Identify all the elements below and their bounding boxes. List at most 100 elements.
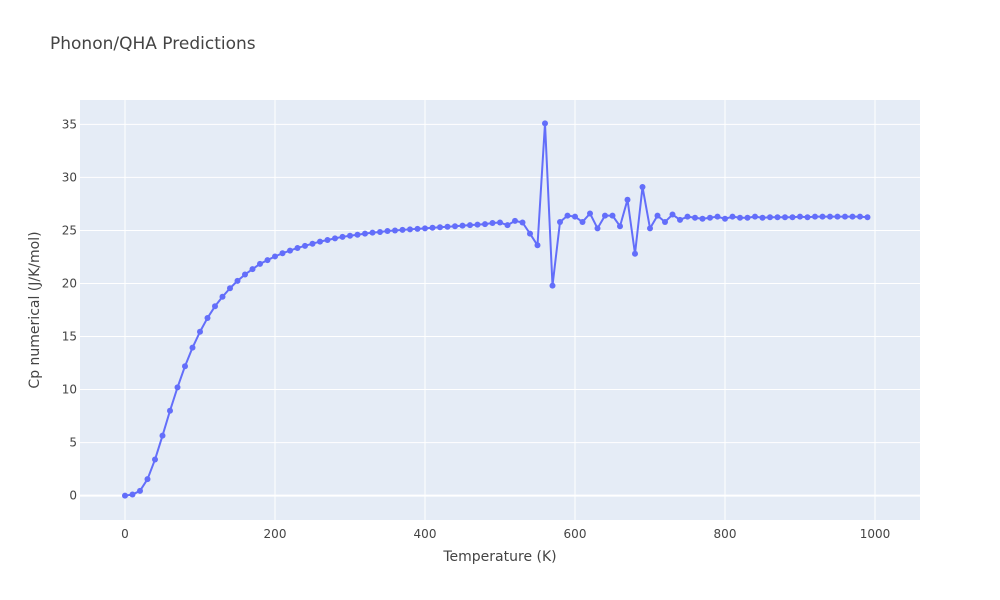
data-point[interactable] [497, 219, 503, 226]
data-point[interactable] [197, 328, 203, 335]
data-point[interactable] [272, 253, 278, 260]
data-point[interactable] [294, 244, 301, 251]
data-point[interactable] [302, 242, 308, 249]
data-point[interactable] [407, 226, 413, 233]
data-point[interactable] [257, 260, 263, 267]
data-point[interactable] [234, 277, 241, 284]
data-point[interactable] [774, 214, 781, 221]
data-point[interactable] [467, 222, 473, 229]
data-point[interactable] [354, 231, 361, 238]
data-point[interactable] [219, 293, 226, 300]
data-point[interactable] [587, 210, 593, 217]
data-point[interactable] [797, 213, 803, 220]
data-point[interactable] [549, 282, 556, 289]
data-point[interactable] [347, 232, 353, 239]
data-point[interactable] [444, 223, 451, 230]
data-point[interactable] [804, 214, 811, 221]
data-point[interactable] [369, 229, 376, 236]
data-point[interactable] [677, 216, 683, 223]
data-point[interactable] [249, 266, 256, 273]
data-point[interactable] [204, 314, 211, 321]
data-point[interactable] [699, 215, 706, 222]
data-point[interactable] [857, 213, 863, 220]
data-point[interactable] [159, 432, 166, 439]
data-point[interactable] [489, 220, 496, 227]
data-point[interactable] [174, 384, 181, 391]
data-point[interactable] [384, 227, 391, 234]
data-point[interactable] [834, 213, 841, 220]
data-point[interactable] [669, 211, 676, 218]
data-point[interactable] [662, 218, 668, 225]
data-point[interactable] [474, 221, 481, 228]
data-point[interactable] [504, 222, 511, 229]
data-point[interactable] [452, 223, 458, 230]
data-point[interactable] [789, 214, 796, 221]
data-point[interactable] [152, 456, 158, 463]
data-point[interactable] [654, 212, 661, 219]
data-point[interactable] [519, 219, 526, 226]
data-point[interactable] [729, 213, 736, 220]
data-point[interactable] [819, 213, 826, 220]
data-point[interactable] [692, 214, 698, 221]
data-point[interactable] [129, 491, 136, 498]
data-point[interactable] [639, 183, 646, 190]
data-point[interactable] [264, 257, 271, 264]
data-point[interactable] [437, 224, 443, 231]
data-point[interactable] [287, 247, 293, 254]
data-point[interactable] [317, 238, 323, 245]
data-point[interactable] [684, 213, 691, 220]
data-point[interactable] [167, 407, 173, 414]
data-point[interactable] [459, 222, 466, 229]
data-point[interactable] [812, 213, 818, 220]
data-point[interactable] [414, 225, 421, 232]
data-point[interactable] [534, 242, 541, 249]
data-point[interactable] [752, 213, 758, 220]
data-point[interactable] [842, 213, 848, 220]
data-point[interactable] [564, 212, 571, 219]
data-point[interactable] [827, 213, 833, 220]
data-point[interactable] [227, 285, 233, 292]
data-point[interactable] [512, 217, 518, 224]
data-point[interactable] [429, 224, 436, 231]
data-point[interactable] [722, 215, 728, 222]
data-point[interactable] [864, 214, 871, 221]
data-point[interactable] [624, 196, 631, 203]
data-point[interactable] [849, 213, 856, 220]
data-point[interactable] [579, 218, 586, 225]
data-point[interactable] [759, 214, 766, 221]
data-point[interactable] [422, 225, 428, 232]
data-point[interactable] [122, 492, 128, 499]
data-point[interactable] [602, 212, 608, 219]
data-point[interactable] [377, 229, 383, 236]
data-point[interactable] [542, 120, 548, 127]
data-point[interactable] [714, 213, 721, 220]
data-point[interactable] [594, 225, 601, 232]
data-point[interactable] [309, 240, 316, 247]
data-point[interactable] [332, 235, 338, 242]
data-point[interactable] [212, 303, 218, 310]
data-point[interactable] [392, 227, 398, 234]
data-point[interactable] [767, 214, 773, 221]
data-point[interactable] [557, 218, 563, 225]
data-point[interactable] [482, 221, 488, 228]
data-point[interactable] [399, 226, 406, 233]
data-point[interactable] [362, 230, 368, 237]
data-point[interactable] [617, 223, 623, 230]
data-point[interactable] [632, 250, 638, 257]
data-point[interactable] [144, 476, 151, 483]
data-point[interactable] [339, 233, 346, 240]
data-point[interactable] [137, 487, 143, 494]
data-point[interactable] [707, 214, 713, 221]
data-point[interactable] [527, 230, 533, 237]
data-point[interactable] [609, 212, 616, 219]
data-point[interactable] [324, 237, 331, 243]
data-point[interactable] [782, 214, 788, 221]
data-point[interactable] [647, 225, 653, 232]
data-point[interactable] [744, 214, 751, 221]
data-point[interactable] [189, 344, 196, 351]
data-point[interactable] [279, 250, 286, 257]
data-point[interactable] [572, 213, 578, 220]
data-point[interactable] [242, 271, 248, 278]
data-point[interactable] [737, 214, 743, 221]
data-point[interactable] [182, 363, 188, 370]
